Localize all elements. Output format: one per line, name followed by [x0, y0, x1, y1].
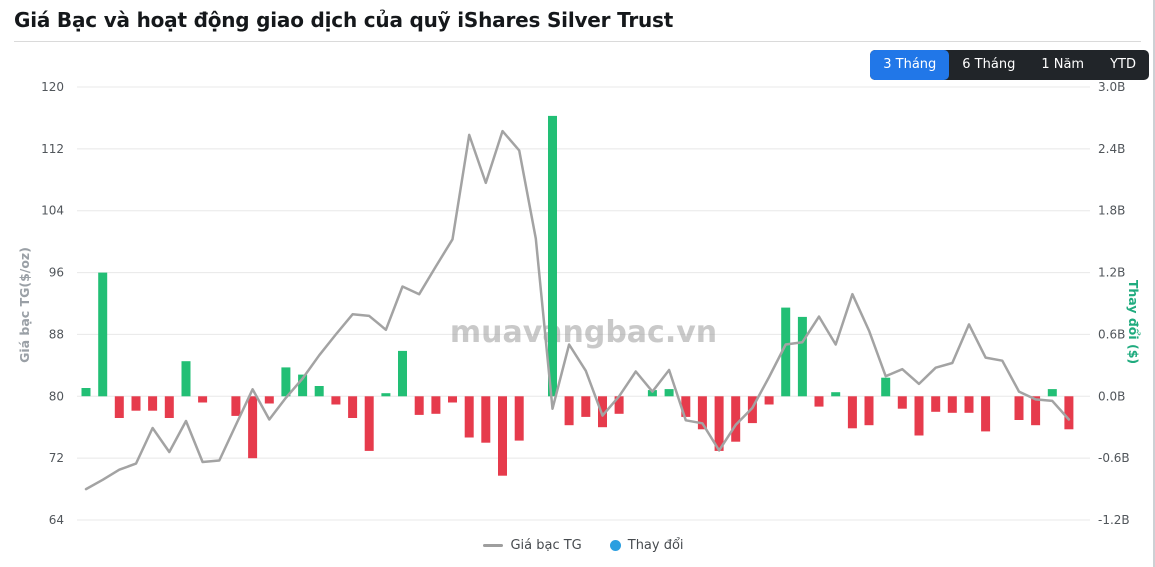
bar-negative — [464, 396, 474, 438]
bar-negative — [981, 396, 991, 432]
bar-negative — [747, 396, 757, 424]
left-axis-tick-label: 120 — [41, 80, 64, 94]
bar-negative — [564, 396, 574, 426]
bar-negative — [1014, 396, 1024, 420]
bar-negative — [114, 396, 124, 418]
left-axis-tick-label: 104 — [41, 204, 64, 218]
bar-positive — [647, 390, 657, 397]
right-axis-tick-label: 2.4B — [1098, 142, 1125, 156]
header-divider — [14, 41, 1141, 42]
bar-negative — [681, 396, 691, 417]
bar-positive — [797, 316, 807, 397]
dash-icon — [483, 544, 504, 547]
bar-positive — [664, 389, 674, 397]
range-button-0[interactable]: 3 Tháng — [870, 50, 950, 80]
bar-negative — [598, 396, 607, 428]
window-right-edge — [1153, 0, 1155, 567]
bar-negative — [764, 396, 774, 405]
bar-positive — [381, 393, 391, 397]
right-axis-tick-label: 1.8B — [1098, 204, 1125, 218]
bar-negative — [931, 396, 941, 412]
bar-negative — [414, 396, 424, 415]
bar-positive — [831, 392, 841, 397]
left-axis-tick-label: 64 — [49, 513, 64, 527]
bar-positive — [781, 307, 791, 397]
legend-label-price: Giá bạc TG — [510, 538, 582, 553]
bar-negative — [697, 396, 707, 430]
bar-positive — [181, 361, 191, 397]
bar-negative — [1031, 396, 1041, 426]
bar-negative — [431, 396, 441, 414]
right-axis-tick-label: -0.6B — [1098, 451, 1130, 465]
bar-negative — [448, 396, 457, 403]
bar-negative — [498, 396, 507, 476]
right-axis-tick-label: 0.0B — [1098, 389, 1125, 403]
bar-positive — [81, 388, 91, 397]
bar-negative — [614, 396, 624, 414]
left-axis-tick-label: 72 — [49, 451, 64, 465]
left-axis-title: Giá bạc TG($/oz) — [17, 247, 32, 363]
bar-negative — [714, 396, 724, 451]
bar-negative — [481, 396, 491, 443]
bar-positive — [281, 367, 291, 397]
left-axis-tick-label: 80 — [49, 389, 64, 403]
bar-negative — [231, 396, 241, 416]
bar-positive — [1047, 389, 1057, 397]
left-axis-tick-label: 112 — [41, 142, 64, 156]
bar-negative — [581, 396, 591, 417]
bar-positive — [98, 272, 108, 397]
bar-negative — [131, 396, 141, 411]
watermark-text: muavangbac.vn — [450, 315, 717, 350]
bar-negative — [947, 396, 957, 413]
range-button-2[interactable]: 1 Năm — [1028, 50, 1097, 80]
right-axis-tick-label: 3.0B — [1098, 80, 1125, 94]
bar-negative — [164, 396, 174, 418]
bar-negative — [331, 396, 341, 405]
right-axis-tick-label: 1.2B — [1098, 266, 1125, 280]
bar-positive — [881, 377, 891, 397]
bar-positive — [398, 350, 407, 397]
circle-icon — [609, 540, 621, 551]
bar-negative — [148, 396, 158, 411]
legend-label-change: Thay đổi — [627, 538, 684, 553]
bar-negative — [248, 396, 258, 459]
range-button-group: 3 Tháng 6 Tháng 1 Năm YTD — [870, 50, 1149, 80]
range-button-3[interactable]: YTD — [1097, 50, 1149, 80]
range-button-1[interactable]: 6 Tháng — [949, 50, 1028, 80]
legend-item-price[interactable]: Giá bạc TG — [483, 538, 582, 553]
bar-negative — [864, 396, 874, 426]
bar-negative — [731, 396, 741, 442]
price-line — [84, 129, 1071, 491]
chart-legend: Giá bạc TG Thay đổi — [77, 538, 1090, 553]
bar-negative — [964, 396, 974, 413]
bar-negative — [364, 396, 374, 451]
right-axis-tick-label: -1.2B — [1098, 513, 1130, 527]
left-axis-tick-label: 96 — [49, 266, 64, 280]
bar-positive — [548, 115, 557, 397]
silver-price-chart: 64 -1.2B 72 -0.6B 80 0.0B 88 0.6B 96 1.2B 104 1.8B 1… — [17, 80, 1141, 527]
bar-negative — [914, 396, 924, 436]
bar-negative — [514, 396, 524, 441]
legend-item-change[interactable]: Thay đổi — [609, 538, 684, 553]
page-title: Giá Bạc và hoạt động giao dịch của quỹ i… — [14, 8, 674, 32]
left-axis-tick-label: 88 — [49, 327, 64, 341]
bar-positive — [298, 374, 308, 397]
bar-positive — [314, 386, 324, 397]
right-axis-tick-label: 0.6B — [1098, 327, 1125, 341]
bar-negative — [897, 396, 907, 409]
right-axis-title: Thay đổi ($) — [1126, 280, 1141, 364]
bar-negative — [847, 396, 857, 429]
bar-negative — [198, 396, 208, 403]
bar-negative — [264, 396, 274, 404]
bar-negative — [1064, 396, 1074, 430]
bar-negative — [814, 396, 824, 407]
page-header: Giá Bạc và hoạt động giao dịch của quỹ i… — [0, 0, 1155, 42]
bar-negative — [348, 396, 358, 418]
